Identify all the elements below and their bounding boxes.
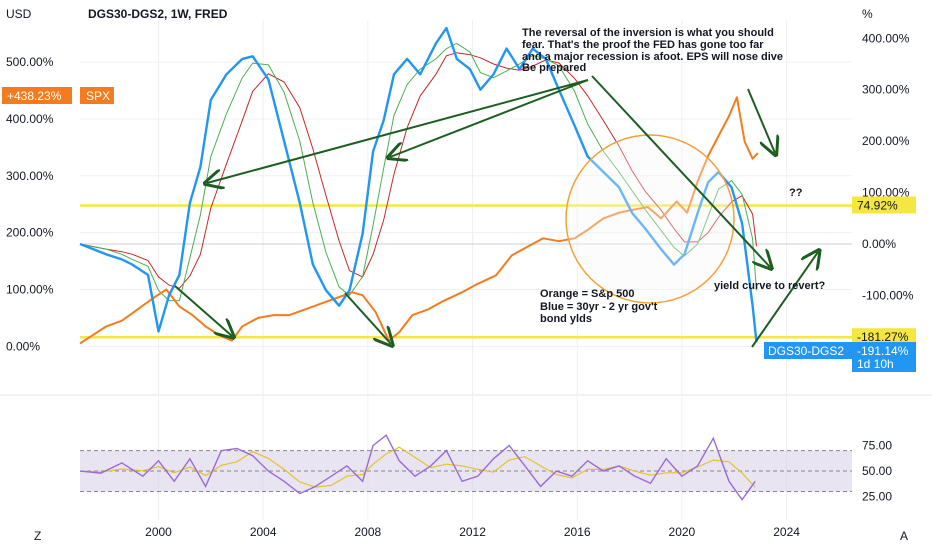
annotation-text[interactable]: bond ylds xyxy=(540,313,592,325)
right-unit-label: % xyxy=(862,7,873,21)
fast-moving-average-line[interactable] xyxy=(79,42,757,302)
spread-value-text: -191.14% xyxy=(857,344,909,358)
right-tick-label: 300.00% xyxy=(862,83,910,97)
left-tick-label: 100.00% xyxy=(6,282,54,296)
spx-symbol-tag xyxy=(80,87,114,104)
trend-arrow[interactable] xyxy=(344,292,391,344)
spx-symbol-text: SPX xyxy=(86,89,110,103)
x-tick-label: 2004 xyxy=(250,525,277,539)
timezone-button[interactable]: Z xyxy=(34,529,41,543)
auto-scale-button[interactable]: A xyxy=(900,529,908,543)
left-tick-label: 300.00% xyxy=(6,169,54,183)
trend-arrow[interactable] xyxy=(751,252,818,348)
left-tick-label: 0.00% xyxy=(6,339,40,353)
rsi-signal-line[interactable] xyxy=(79,446,756,488)
spread-symbol-text: DGS30-DGS2 xyxy=(768,344,844,358)
spread-symbol-tag xyxy=(764,342,852,359)
annotation-text[interactable]: The reversal of the inversion is what yo… xyxy=(522,27,774,39)
symbol-title[interactable]: DGS30-DGS2, 1W, FRED xyxy=(88,7,228,21)
x-tick-label: 2024 xyxy=(773,525,800,539)
rsi-pane[interactable] xyxy=(79,434,852,501)
left-tick-label: 200.00% xyxy=(6,226,54,240)
spx-value-text: +438.23% xyxy=(7,89,62,103)
trend-arrow[interactable] xyxy=(207,79,589,183)
left-tick-label: 500.00% xyxy=(6,55,54,69)
right-tick-label: 0.00% xyxy=(862,237,896,251)
annotation-text[interactable]: Blue = 30yr - 2 yr gov't xyxy=(540,301,658,313)
highlight-value-tag xyxy=(852,328,916,346)
spread-series-line[interactable] xyxy=(79,26,758,343)
drawings-layer[interactable] xyxy=(174,75,818,348)
notes-layer: The reversal of the inversion is what yo… xyxy=(522,27,826,325)
trend-arrow[interactable] xyxy=(390,79,589,157)
rsi-line[interactable] xyxy=(79,434,756,501)
x-tick-label: 2016 xyxy=(564,525,591,539)
x-tick-label: 2020 xyxy=(669,525,696,539)
spx-value-tag xyxy=(2,87,72,104)
spx-series-line[interactable] xyxy=(79,96,759,345)
x-tick-label: 2008 xyxy=(355,525,382,539)
spread-countdown-text: 1d 10h xyxy=(857,357,894,371)
price-tags: +438.23% SPX 74.92% -181.27% DGS30-DGS2 -191.… xyxy=(2,87,916,372)
trend-arrow[interactable] xyxy=(591,75,770,267)
left-tick-label: 400.00% xyxy=(6,112,54,126)
highlight-value-text: -181.27% xyxy=(857,330,909,344)
rsi-tick-label: 75.00 xyxy=(862,438,892,452)
highlight-circle[interactable] xyxy=(565,134,735,304)
rsi-tick-label: 50.00 xyxy=(862,464,892,478)
annotation-text[interactable]: yield curve to revert? xyxy=(714,280,826,292)
annotation-text[interactable]: Be prepared xyxy=(522,62,586,74)
right-tick-label: 200.00% xyxy=(862,134,910,148)
spread-value-tag xyxy=(852,342,916,372)
axes: 2000 2004 2008 2012 2016 2020 2024 0.00% 100.00%… xyxy=(6,31,914,539)
right-tick-label: -100.00% xyxy=(862,288,914,302)
annotation-text[interactable]: fear. That's the proof the FED has gone … xyxy=(522,39,764,51)
annotation-text[interactable]: and a major recession is afoot. EPS will… xyxy=(522,51,783,63)
main-price-pane[interactable] xyxy=(79,26,852,345)
slow-moving-average-line[interactable] xyxy=(79,52,757,289)
rsi-tick-label: 25.00 xyxy=(862,490,892,504)
annotation-text[interactable]: ?? xyxy=(789,187,803,199)
right-tick-label: 100.00% xyxy=(862,186,910,200)
x-tick-label: 2012 xyxy=(459,525,486,539)
highlight-value-text: 74.92% xyxy=(857,198,898,212)
annotation-text[interactable]: Orange = S&p 500 xyxy=(540,288,634,300)
trend-arrow[interactable] xyxy=(747,88,775,153)
x-tick-label: 2000 xyxy=(145,525,172,539)
right-tick-label: 400.00% xyxy=(862,31,910,45)
highlight-value-tag xyxy=(852,196,916,214)
left-currency-label: USD xyxy=(6,7,32,21)
trend-arrow[interactable] xyxy=(174,285,232,336)
